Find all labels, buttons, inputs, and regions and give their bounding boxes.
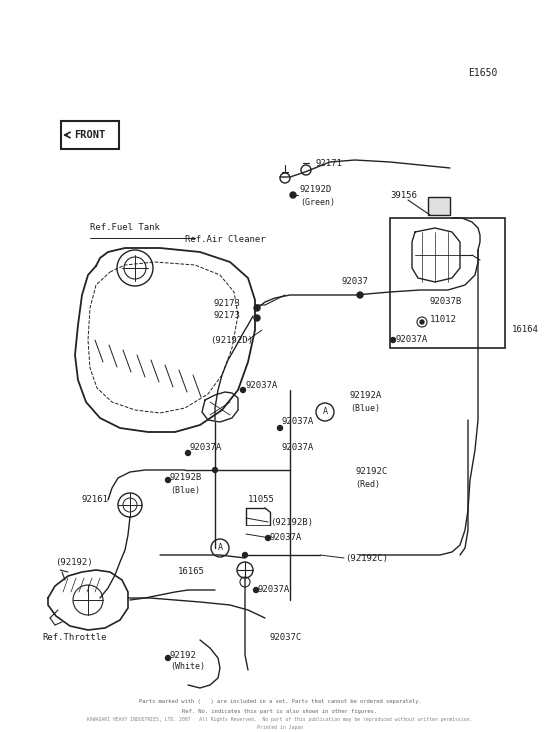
Circle shape	[185, 450, 190, 455]
Circle shape	[254, 305, 260, 311]
Text: Ref. No. indicates this part is also shown in other figures.: Ref. No. indicates this part is also sho…	[183, 709, 377, 714]
Circle shape	[278, 425, 282, 430]
Circle shape	[240, 387, 245, 392]
Circle shape	[166, 477, 170, 482]
Text: (Blue): (Blue)	[350, 403, 380, 413]
Circle shape	[290, 192, 296, 198]
Circle shape	[265, 536, 270, 540]
Bar	[390, 218, 505, 348]
Text: E1650: E1650	[468, 68, 497, 78]
Text: 92192B: 92192B	[170, 474, 202, 482]
Circle shape	[420, 320, 424, 324]
Text: A: A	[217, 543, 222, 553]
Bar	[428, 197, 450, 215]
Text: 92037B: 92037B	[430, 297, 462, 307]
Text: 92037A: 92037A	[245, 381, 277, 389]
Text: 92161: 92161	[82, 496, 109, 504]
Text: 92037A: 92037A	[190, 444, 222, 452]
Text: Parts marked with (   ) are included in a set. Parts that cannot be ordered sepa: Parts marked with ( ) are included in a …	[139, 700, 421, 704]
Text: 92173: 92173	[213, 312, 240, 321]
Text: Ref.Throttle: Ref.Throttle	[42, 633, 106, 643]
Text: 92192: 92192	[170, 651, 197, 660]
Text: (Green): (Green)	[300, 198, 335, 206]
Text: (92192C): (92192C)	[345, 553, 388, 562]
Text: (White): (White)	[170, 662, 205, 671]
Text: 92037A: 92037A	[258, 586, 290, 594]
Text: (92192D): (92192D)	[210, 335, 253, 345]
Text: 92037A: 92037A	[282, 417, 314, 427]
Text: 92037A: 92037A	[396, 335, 428, 345]
Text: 11012: 11012	[430, 315, 457, 324]
Circle shape	[254, 315, 260, 321]
Text: 92037A: 92037A	[270, 534, 302, 542]
Text: 39156: 39156	[390, 190, 417, 200]
Text: 92037: 92037	[342, 277, 369, 286]
Text: 92037C: 92037C	[270, 633, 302, 643]
Circle shape	[357, 292, 363, 298]
Text: FRONT: FRONT	[74, 130, 106, 140]
FancyBboxPatch shape	[61, 121, 119, 149]
Text: (92192): (92192)	[55, 558, 92, 567]
Text: 92173: 92173	[213, 299, 240, 308]
Text: (Red): (Red)	[355, 479, 380, 488]
Circle shape	[254, 588, 259, 592]
Text: 16165: 16165	[178, 567, 205, 577]
Text: 92171: 92171	[315, 159, 342, 168]
Text: 11055: 11055	[248, 496, 275, 504]
Text: Ref.Fuel Tank: Ref.Fuel Tank	[90, 223, 160, 233]
Text: 16164: 16164	[512, 326, 539, 335]
Text: 92192D: 92192D	[300, 185, 332, 195]
Circle shape	[390, 337, 395, 343]
Text: A: A	[323, 408, 328, 417]
Text: 92037A: 92037A	[282, 444, 314, 452]
Text: Ref.Air Cleaner: Ref.Air Cleaner	[185, 236, 265, 244]
Circle shape	[166, 655, 170, 660]
Text: (92192B): (92192B)	[270, 518, 313, 526]
Text: 92192C: 92192C	[355, 468, 388, 477]
Circle shape	[242, 553, 248, 558]
Circle shape	[212, 468, 217, 472]
Text: 92192A: 92192A	[350, 390, 382, 400]
Text: Printed in Japan: Printed in Japan	[257, 725, 303, 731]
Text: KAWASAKI HEAVY INDUSTRIES, LTD. 2007   All Rights Reserved.  No part of this pub: KAWASAKI HEAVY INDUSTRIES, LTD. 2007 All…	[87, 717, 473, 722]
Text: (Blue): (Blue)	[170, 485, 200, 495]
